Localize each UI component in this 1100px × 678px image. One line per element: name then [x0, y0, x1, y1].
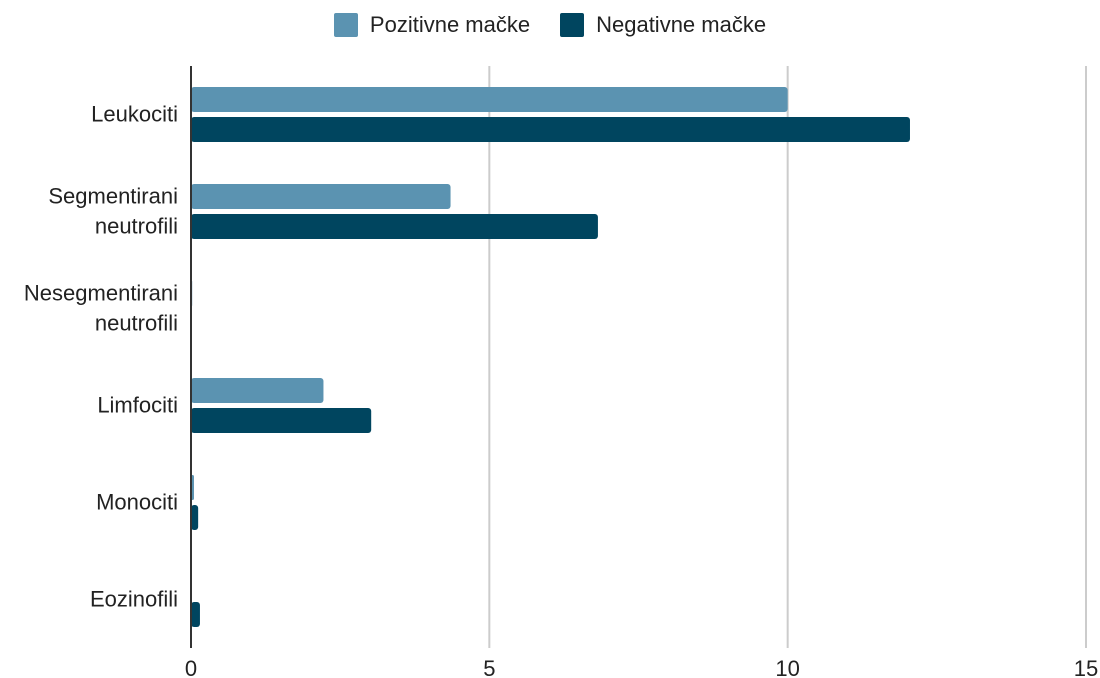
category-label: Monociti	[96, 490, 178, 515]
category-label: Segmentirani neutrofili	[48, 184, 178, 239]
legend-swatch-negative	[560, 13, 585, 37]
bar	[191, 87, 788, 112]
bar	[191, 408, 372, 433]
category-label: Eozinofili	[90, 587, 178, 612]
category-label: Limfociti	[97, 393, 178, 418]
legend-item-positive: Pozitivne mačke	[333, 12, 531, 38]
legend-item-negative: Negativne mačke	[560, 12, 766, 38]
bar	[191, 184, 451, 209]
bar	[191, 378, 324, 403]
grid-lines	[488, 66, 1087, 648]
x-tick-label: 15	[1074, 656, 1098, 678]
legend: Pozitivne mačke Negativne mačke	[0, 12, 1100, 38]
x-tick-label: 0	[185, 656, 197, 678]
bar	[191, 117, 910, 142]
legend-label-positive: Pozitivne mačke	[369, 12, 531, 37]
x-tick-labels: 0 5 10 15	[185, 656, 1098, 678]
x-tick-label: 5	[483, 656, 495, 678]
category-label: Leukociti	[91, 102, 178, 127]
bar	[191, 505, 199, 530]
legend-swatch-positive	[333, 13, 358, 37]
legend-label-negative: Negativne mačke	[596, 12, 767, 37]
bar	[191, 214, 598, 239]
category-labels: Leukociti Segmentirani neutrofili Nesegment…	[24, 102, 178, 612]
bars	[191, 87, 910, 627]
category-label: Nesegmentirani neutrofili	[24, 281, 178, 336]
bar	[191, 602, 200, 627]
x-tick-label: 10	[775, 656, 799, 678]
